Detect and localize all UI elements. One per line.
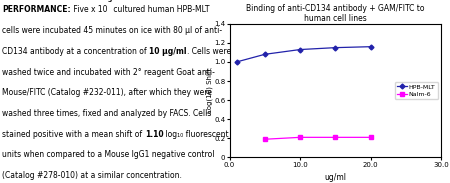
Text: . Cells were: . Cells were bbox=[187, 47, 231, 56]
Line: HPB-MLT: HPB-MLT bbox=[235, 45, 372, 64]
HPB-MLT bbox=[368, 46, 373, 48]
Text: PERFORMANCE:: PERFORMANCE: bbox=[2, 5, 71, 14]
Text: log₁₀ fluorescent: log₁₀ fluorescent bbox=[163, 130, 229, 139]
Text: CD134 antibody at a concentration of: CD134 antibody at a concentration of bbox=[2, 47, 149, 56]
Y-axis label: Log(10) Shift: Log(10) Shift bbox=[206, 68, 213, 113]
Line: Nalm-6: Nalm-6 bbox=[263, 136, 372, 141]
HPB-MLT bbox=[234, 61, 239, 63]
Text: 1.10: 1.10 bbox=[145, 130, 163, 139]
Nalm-6 bbox=[333, 136, 338, 138]
Title: Binding of anti-CD134 antibody + GAM/FITC to
human cell lines: Binding of anti-CD134 antibody + GAM/FIT… bbox=[246, 4, 424, 23]
Text: (Catalog #278-010) at a similar concentration.: (Catalog #278-010) at a similar concentr… bbox=[2, 171, 182, 180]
Nalm-6 bbox=[297, 136, 303, 138]
Legend: HPB-MLT, Nalm-6: HPB-MLT, Nalm-6 bbox=[395, 82, 438, 99]
Nalm-6 bbox=[368, 136, 373, 138]
Text: washed twice and incubated with 2° reagent Goat anti-: washed twice and incubated with 2° reage… bbox=[2, 68, 215, 76]
Text: 10 μg/ml: 10 μg/ml bbox=[149, 47, 187, 56]
Text: 5: 5 bbox=[108, 0, 112, 3]
Text: washed three times, fixed and analyzed by FACS. Cells: washed three times, fixed and analyzed b… bbox=[2, 109, 212, 118]
Text: Five x 10: Five x 10 bbox=[71, 5, 108, 14]
X-axis label: ug/ml: ug/ml bbox=[324, 173, 346, 182]
HPB-MLT bbox=[333, 46, 338, 49]
Text: cultured human HPB-MLT: cultured human HPB-MLT bbox=[112, 5, 210, 14]
Text: units when compared to a Mouse IgG1 negative control: units when compared to a Mouse IgG1 nega… bbox=[2, 150, 215, 159]
Text: cells were incubated 45 minutes on ice with 80 μl of anti-: cells were incubated 45 minutes on ice w… bbox=[2, 26, 222, 35]
Text: stained positive with a mean shift of: stained positive with a mean shift of bbox=[2, 130, 145, 139]
HPB-MLT bbox=[262, 53, 267, 55]
Text: Mouse/FITC (Catalog #232-011), after which they were: Mouse/FITC (Catalog #232-011), after whi… bbox=[2, 88, 212, 97]
HPB-MLT bbox=[297, 48, 303, 51]
Nalm-6 bbox=[262, 138, 267, 140]
